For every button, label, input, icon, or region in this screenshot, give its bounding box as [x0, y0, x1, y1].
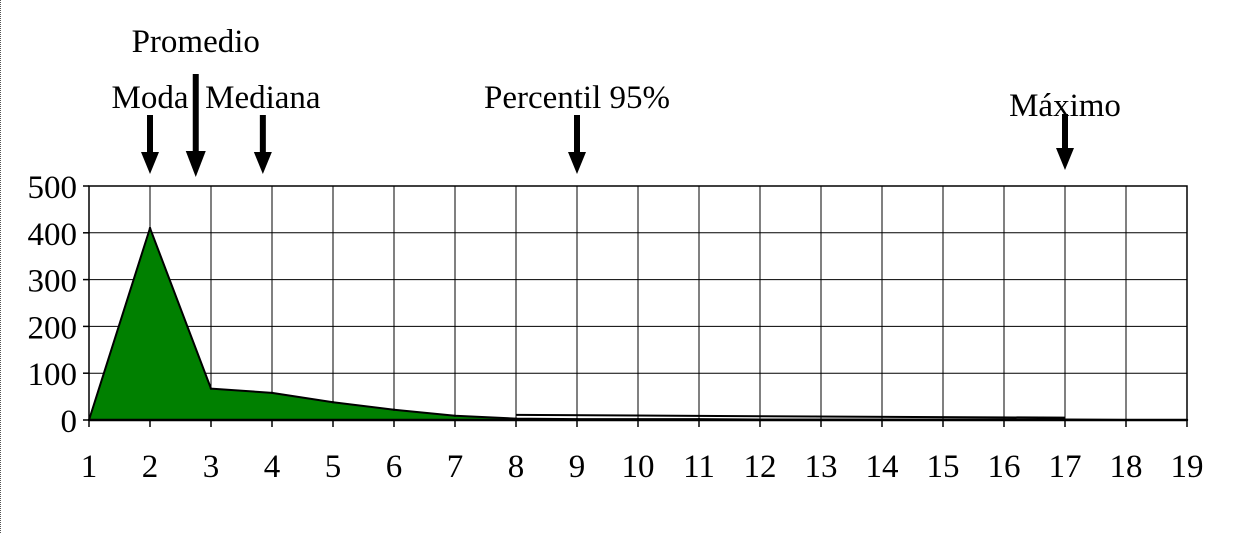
x-tick-label: 6 [386, 449, 403, 485]
down-arrow-icon [574, 115, 580, 152]
x-tick-label: 2 [142, 449, 159, 485]
annotation-label: Promedio [132, 24, 260, 60]
x-tick-label: 19 [1171, 449, 1204, 485]
x-tick-label: 9 [569, 449, 586, 485]
x-tick-label: 11 [683, 449, 715, 485]
x-tick-label: 3 [203, 449, 220, 485]
down-arrow-head-icon [141, 152, 159, 174]
x-axis-ticks: 1 2 3 4 5 6 7 8 9 10 11 12 13 14 15 16 17 18 19 [81, 420, 1204, 485]
y-axis-ticks: 0 100 200 300 400 500 [28, 170, 89, 440]
x-tick-label: 4 [264, 449, 281, 485]
x-tick-label: 18 [1110, 449, 1143, 485]
down-arrow-icon [1062, 114, 1068, 148]
x-tick-label: 1 [81, 449, 98, 485]
down-arrow-icon [147, 115, 153, 152]
x-tick-label: 7 [447, 449, 464, 485]
y-tick-label: 400 [28, 217, 78, 253]
data-point [331, 401, 335, 404]
data-point [148, 226, 152, 230]
down-arrow-icon [259, 115, 266, 152]
y-tick-label: 300 [28, 264, 78, 300]
annotation-label: Mediana [205, 80, 321, 116]
annotations: Moda Promedio Mediana Percentil 95% Máximo [112, 24, 1121, 177]
annotation-label: Percentil 95% [484, 80, 670, 116]
x-tick-label: 16 [988, 449, 1021, 485]
data-point [453, 414, 457, 417]
x-tick-label: 14 [866, 449, 899, 485]
data-point [392, 408, 396, 411]
y-tick-label: 500 [28, 170, 78, 206]
down-arrow-head-icon [185, 151, 206, 177]
line-series [515, 413, 1066, 419]
data-point [209, 387, 213, 390]
y-tick-label: 200 [28, 310, 78, 346]
x-tick-label: 12 [744, 449, 777, 485]
grid-lines [89, 185, 1187, 420]
x-tick-label: 5 [325, 449, 342, 485]
data-point [270, 391, 274, 395]
down-arrow-head-icon [253, 152, 272, 174]
x-tick-label: 8 [508, 449, 525, 485]
down-arrow-head-icon [568, 152, 586, 174]
y-tick-label: 100 [28, 357, 78, 393]
x-tick-label: 17 [1049, 449, 1082, 485]
down-arrow-head-icon [1056, 148, 1074, 170]
x-tick-label: 10 [622, 449, 655, 485]
annotation-label: Moda [112, 80, 189, 116]
x-tick-label: 15 [927, 449, 960, 485]
annotation-label: Máximo [1009, 88, 1121, 124]
down-arrow-icon [192, 74, 199, 151]
y-tick-label: 0 [61, 404, 78, 440]
x-tick-label: 13 [805, 449, 838, 485]
